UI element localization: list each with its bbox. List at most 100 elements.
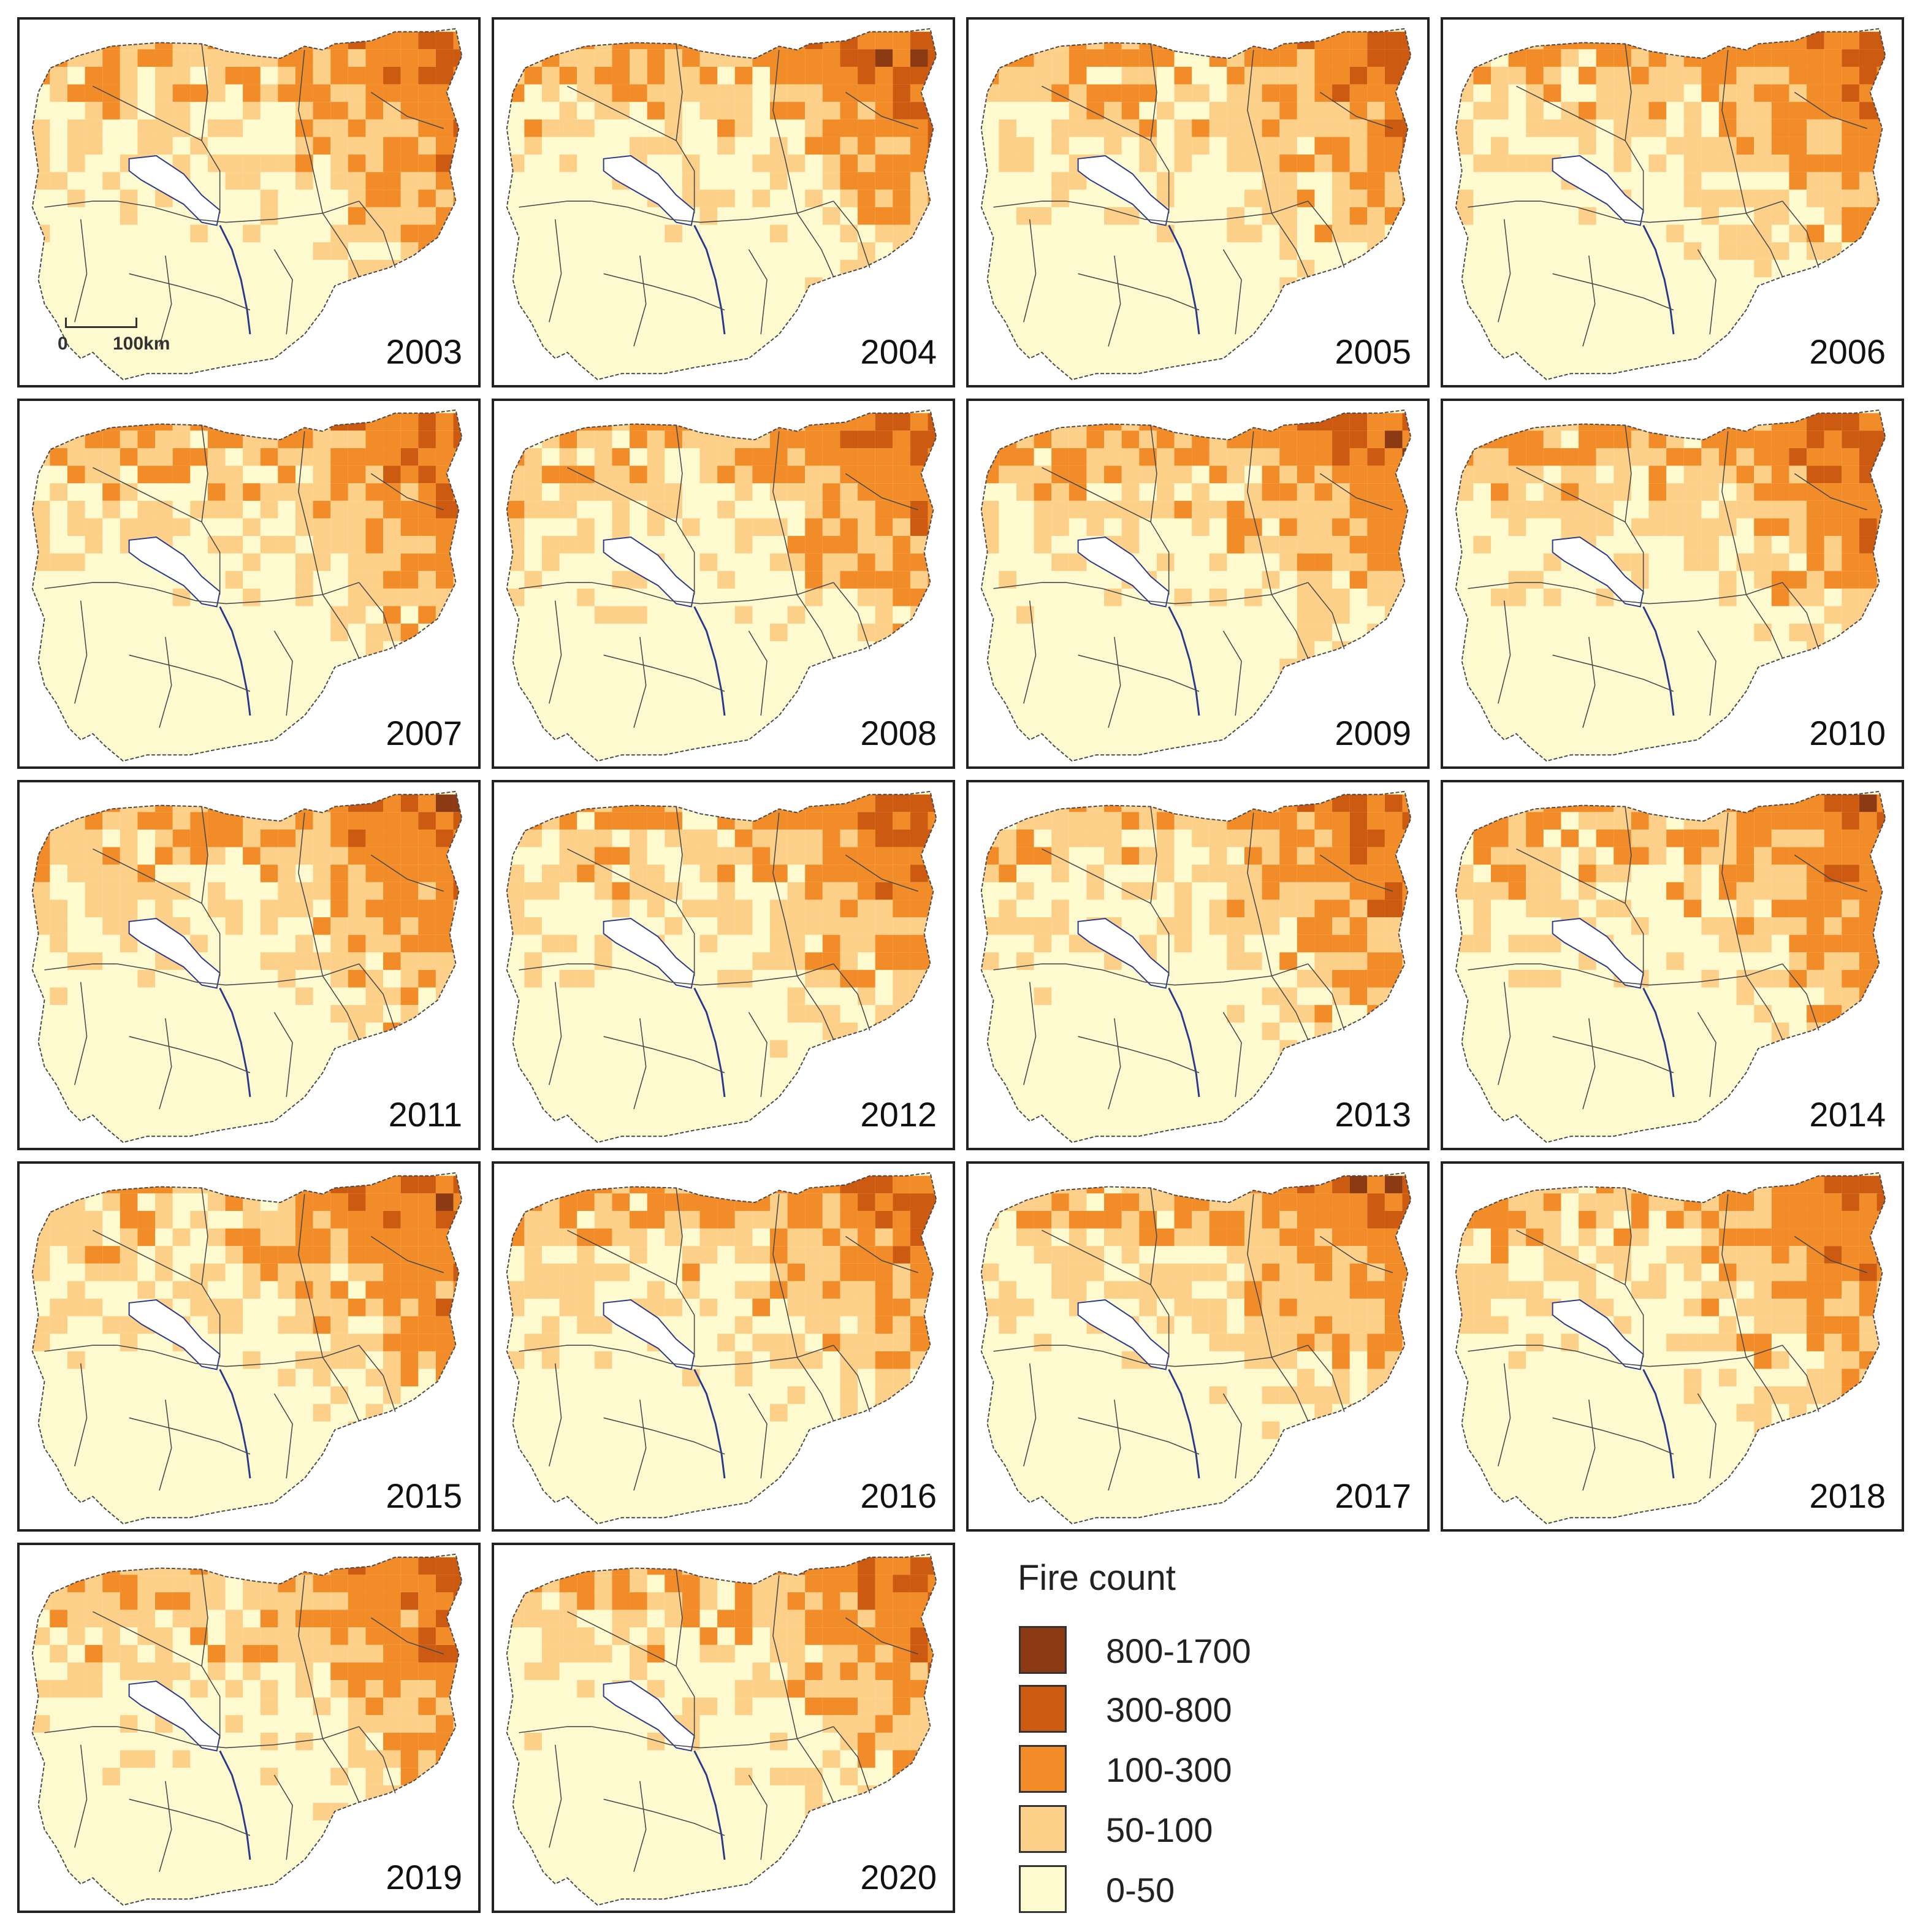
fire-cell bbox=[893, 500, 910, 519]
fire-cell bbox=[752, 1246, 770, 1264]
fire-cell bbox=[1771, 430, 1789, 448]
fire-cell bbox=[1877, 1316, 1886, 1334]
fire-cell bbox=[418, 571, 436, 589]
fire-cell bbox=[910, 624, 928, 641]
fire-cell bbox=[1069, 430, 1087, 448]
fire-cell bbox=[682, 84, 700, 102]
fire-cell bbox=[1473, 847, 1491, 865]
fire-cell bbox=[120, 84, 138, 102]
fire-cell bbox=[1034, 483, 1052, 501]
fire-cell bbox=[1490, 84, 1509, 102]
fire-cell bbox=[1367, 1175, 1385, 1194]
province-boundary bbox=[1108, 1399, 1121, 1491]
fire-cell bbox=[243, 1193, 261, 1211]
fire-cell bbox=[1174, 794, 1192, 812]
fire-cell bbox=[435, 1680, 454, 1698]
fire-cell bbox=[330, 172, 348, 190]
fire-cell bbox=[1139, 49, 1157, 67]
fire-cell bbox=[1192, 500, 1210, 519]
fire-cell bbox=[559, 465, 577, 484]
fire-cell bbox=[1016, 465, 1034, 484]
fire-cell bbox=[1227, 137, 1244, 155]
fire-cell bbox=[717, 794, 735, 812]
fire-cell bbox=[1490, 102, 1509, 120]
fire-cell bbox=[893, 430, 910, 448]
fire-cell bbox=[665, 812, 682, 830]
fire-cell bbox=[295, 1210, 313, 1229]
fire-cell bbox=[1174, 899, 1192, 918]
fire-cell bbox=[1384, 1281, 1403, 1299]
fire-cell bbox=[1367, 207, 1385, 225]
fire-cell bbox=[1227, 829, 1244, 847]
fire-cell bbox=[400, 865, 419, 882]
fire-cell bbox=[1631, 917, 1649, 935]
fire-cell bbox=[1842, 588, 1859, 606]
fire-cell bbox=[1139, 1228, 1157, 1247]
fire-cell bbox=[1648, 1263, 1667, 1281]
fire-cell bbox=[1384, 1403, 1403, 1422]
fire-cell bbox=[365, 1334, 384, 1351]
fire-cell bbox=[313, 1557, 331, 1575]
fire-cell bbox=[1771, 1210, 1789, 1229]
fire-cell bbox=[365, 1575, 384, 1592]
fire-cell bbox=[85, 1246, 103, 1264]
fire-cell bbox=[1561, 119, 1579, 137]
fire-cell bbox=[418, 1316, 436, 1334]
fire-cell bbox=[541, 1575, 560, 1592]
fire-cell bbox=[1455, 207, 1474, 225]
fire-cell bbox=[1367, 934, 1385, 953]
fire-cell bbox=[348, 865, 366, 882]
fire-cell bbox=[1526, 571, 1544, 589]
fire-cell bbox=[190, 1680, 208, 1698]
fire-cell bbox=[875, 1697, 893, 1716]
fire-cell bbox=[243, 1228, 261, 1247]
fire-cell bbox=[1069, 31, 1087, 50]
fire-cell bbox=[1859, 1281, 1877, 1299]
fire-cell bbox=[348, 1210, 366, 1229]
fire-cell bbox=[102, 413, 120, 431]
fire-cell bbox=[313, 483, 331, 501]
fire-cell bbox=[313, 119, 331, 137]
fire-cell bbox=[1683, 413, 1702, 431]
fire-cell bbox=[1754, 102, 1772, 120]
fire-cell bbox=[453, 465, 462, 484]
fire-cell bbox=[1877, 659, 1886, 676]
fire-cell bbox=[1297, 641, 1315, 659]
fire-cell bbox=[665, 49, 682, 67]
fire-cell bbox=[85, 882, 103, 900]
fire-cell bbox=[1789, 536, 1807, 554]
fire-cell bbox=[840, 865, 858, 882]
fire-cell bbox=[435, 1369, 454, 1387]
fire-cell bbox=[1016, 66, 1034, 85]
fire-cell bbox=[1631, 518, 1649, 536]
fire-cell bbox=[1842, 987, 1859, 1006]
fire-cell bbox=[260, 500, 278, 519]
fire-cell bbox=[506, 1175, 525, 1194]
fire-cell bbox=[435, 606, 454, 624]
fire-cell bbox=[1384, 1193, 1403, 1211]
fire-cell bbox=[822, 829, 840, 847]
fire-cell bbox=[1402, 606, 1411, 624]
fire-cell bbox=[1402, 1299, 1411, 1316]
fire-cell bbox=[1192, 865, 1210, 882]
fire-cell bbox=[928, 1075, 937, 1093]
legend-swatch bbox=[1019, 1865, 1067, 1913]
fire-cell bbox=[1807, 882, 1824, 900]
fire-cell bbox=[928, 659, 937, 676]
fire-cell bbox=[1314, 518, 1333, 536]
fire-cell bbox=[453, 882, 462, 900]
fire-cell bbox=[717, 448, 735, 466]
fire-cell bbox=[769, 1334, 788, 1351]
fire-cell bbox=[1771, 1022, 1789, 1040]
fire-cell bbox=[137, 1609, 156, 1628]
fire-cell bbox=[1683, 102, 1702, 120]
fire-cell bbox=[910, 571, 928, 589]
fire-cell bbox=[32, 137, 50, 155]
fire-cell bbox=[999, 155, 1016, 172]
fire-cell bbox=[330, 49, 348, 67]
fire-cell bbox=[295, 137, 313, 155]
fire-cell bbox=[155, 1592, 173, 1610]
province-boundary bbox=[1042, 85, 1151, 142]
fire-cell bbox=[155, 847, 173, 865]
fire-cell bbox=[1754, 1386, 1772, 1404]
